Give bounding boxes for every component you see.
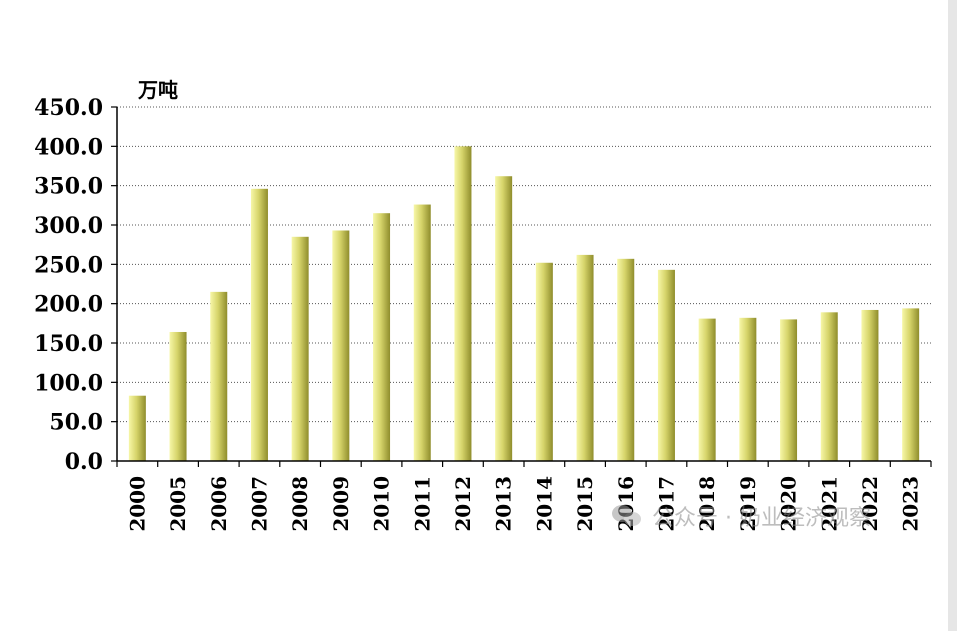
axes	[111, 106, 932, 467]
y-tick-label-50: 50.0	[49, 410, 103, 436]
y-tick-label-100: 100.0	[34, 370, 103, 396]
x-tick-label-2007: 2007	[247, 476, 271, 532]
y-tick-label-0: 0.0	[65, 449, 103, 475]
y-tick-label-200: 200.0	[34, 292, 103, 318]
bar-2000	[128, 395, 146, 461]
bar-2023	[902, 308, 920, 461]
x-tick-label-2010: 2010	[370, 476, 394, 532]
bars	[128, 146, 920, 462]
bar-2007	[250, 188, 268, 461]
x-tick-label-2023: 2023	[899, 476, 923, 532]
y-unit-label: 万吨	[138, 78, 178, 102]
gridlines	[117, 106, 931, 423]
y-tick-label-450: 450.0	[34, 95, 103, 121]
x-tick-label-2018: 2018	[695, 476, 719, 532]
right-edge-strip	[948, 0, 957, 631]
bar-2015	[576, 254, 594, 461]
x-tick-label-2019: 2019	[736, 476, 760, 532]
y-tick-label-250: 250.0	[34, 252, 103, 278]
x-tick-label-2022: 2022	[858, 476, 882, 532]
y-tick-labels: 0.0 50.0 100.0 150.0 200.0 250.0 300.0 350.0 400…	[34, 95, 103, 475]
wechat-icon	[612, 503, 642, 529]
bar-2011	[413, 204, 431, 461]
bar-2017	[657, 269, 675, 461]
x-tick-label-2014: 2014	[532, 476, 556, 532]
x-tick-label-2020: 2020	[777, 476, 801, 532]
bar-2022	[861, 309, 879, 461]
y-tick-label-400: 400.0	[34, 134, 103, 160]
x-tick-label-2013: 2013	[492, 476, 516, 532]
bar-2010	[373, 213, 391, 461]
y-tick-label-150: 150.0	[34, 331, 103, 357]
x-tick-label-2015: 2015	[573, 476, 597, 532]
bar-2019	[739, 317, 757, 461]
x-tick-label-2012: 2012	[451, 476, 475, 532]
x-tick-label-2021: 2021	[817, 476, 841, 532]
bar-2008	[291, 236, 309, 461]
bar-2005	[169, 331, 187, 461]
bar-2018	[698, 318, 716, 461]
x-tick-label-2008: 2008	[288, 476, 312, 532]
bar-2009	[332, 230, 350, 461]
watermark: 公众号 · 奶业经济观察	[612, 500, 871, 532]
y-tick-label-350: 350.0	[34, 174, 103, 200]
bar-2021	[820, 312, 838, 461]
x-tick-label-2009: 2009	[329, 476, 353, 532]
x-tick-label-2006: 2006	[207, 476, 231, 532]
bar-2013	[495, 176, 513, 461]
bar-2014	[535, 262, 553, 461]
bar-2012	[454, 146, 472, 462]
x-tick-label-2011: 2011	[410, 476, 434, 532]
x-tick-label-2000: 2000	[125, 476, 149, 532]
x-tick-label-2017: 2017	[654, 476, 678, 532]
bar-2020	[780, 319, 798, 461]
watermark-text: 公众号 · 奶业经济观察	[652, 506, 871, 531]
bar-2016	[617, 258, 635, 461]
y-tick-label-300: 300.0	[34, 213, 103, 239]
bar-2006	[210, 291, 228, 461]
x-tick-label-2005: 2005	[166, 476, 190, 532]
x-tick-labels: 2000 2005 2006 2007 2008 2009 2010 2011 2012 2013…	[125, 476, 922, 532]
